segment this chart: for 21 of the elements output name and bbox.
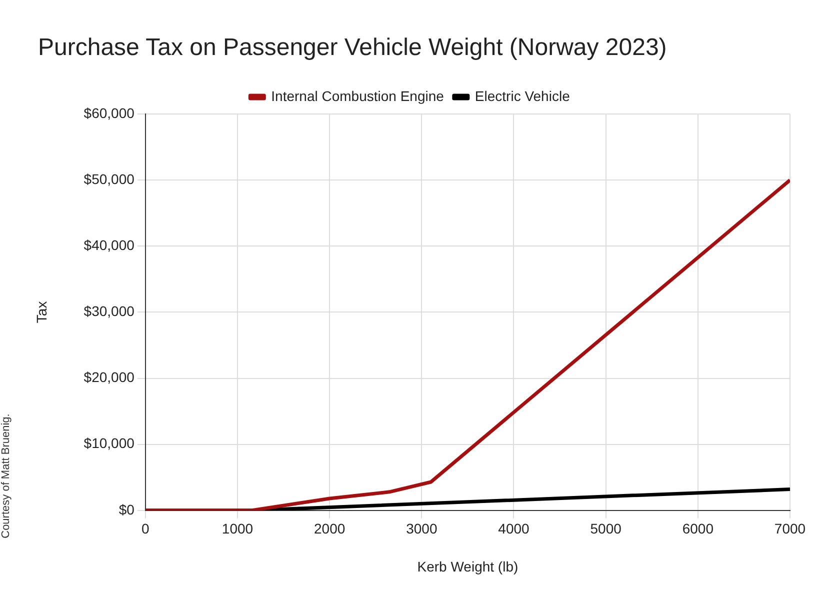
- y-tick-label: $0: [118, 501, 135, 518]
- x-tick-label: 6000: [682, 520, 714, 537]
- x-tick-label: 1000: [222, 520, 254, 537]
- legend-label: Electric Vehicle: [474, 88, 570, 104]
- y-tick-label: $50,000: [84, 170, 135, 187]
- x-tick-label: 0: [142, 520, 150, 537]
- x-tick-label: 5000: [590, 520, 622, 537]
- x-tick-label: 4000: [498, 520, 530, 537]
- y-axis-title: Tax: [33, 301, 50, 324]
- legend-label: Internal Combustion Engine: [271, 88, 444, 104]
- text: Courtesy of Matt Bruenig.: [0, 412, 12, 540]
- y-tick-label: $20,000: [84, 369, 135, 386]
- y-tick-label: $30,000: [84, 303, 135, 320]
- y-tick-label: $40,000: [84, 236, 135, 253]
- x-tick-label: 2000: [314, 520, 346, 537]
- x-tick-label: 7000: [774, 520, 806, 537]
- y-tick-label: $10,000: [84, 435, 135, 452]
- x-tick-label: 3000: [406, 520, 438, 537]
- y-tick-label: $60,000: [84, 104, 135, 121]
- x-axis-title: Kerb Weight (lb): [417, 558, 518, 574]
- chart-title: Purchase Tax on Passenger Vehicle Weight (Norway 2023): [38, 34, 667, 62]
